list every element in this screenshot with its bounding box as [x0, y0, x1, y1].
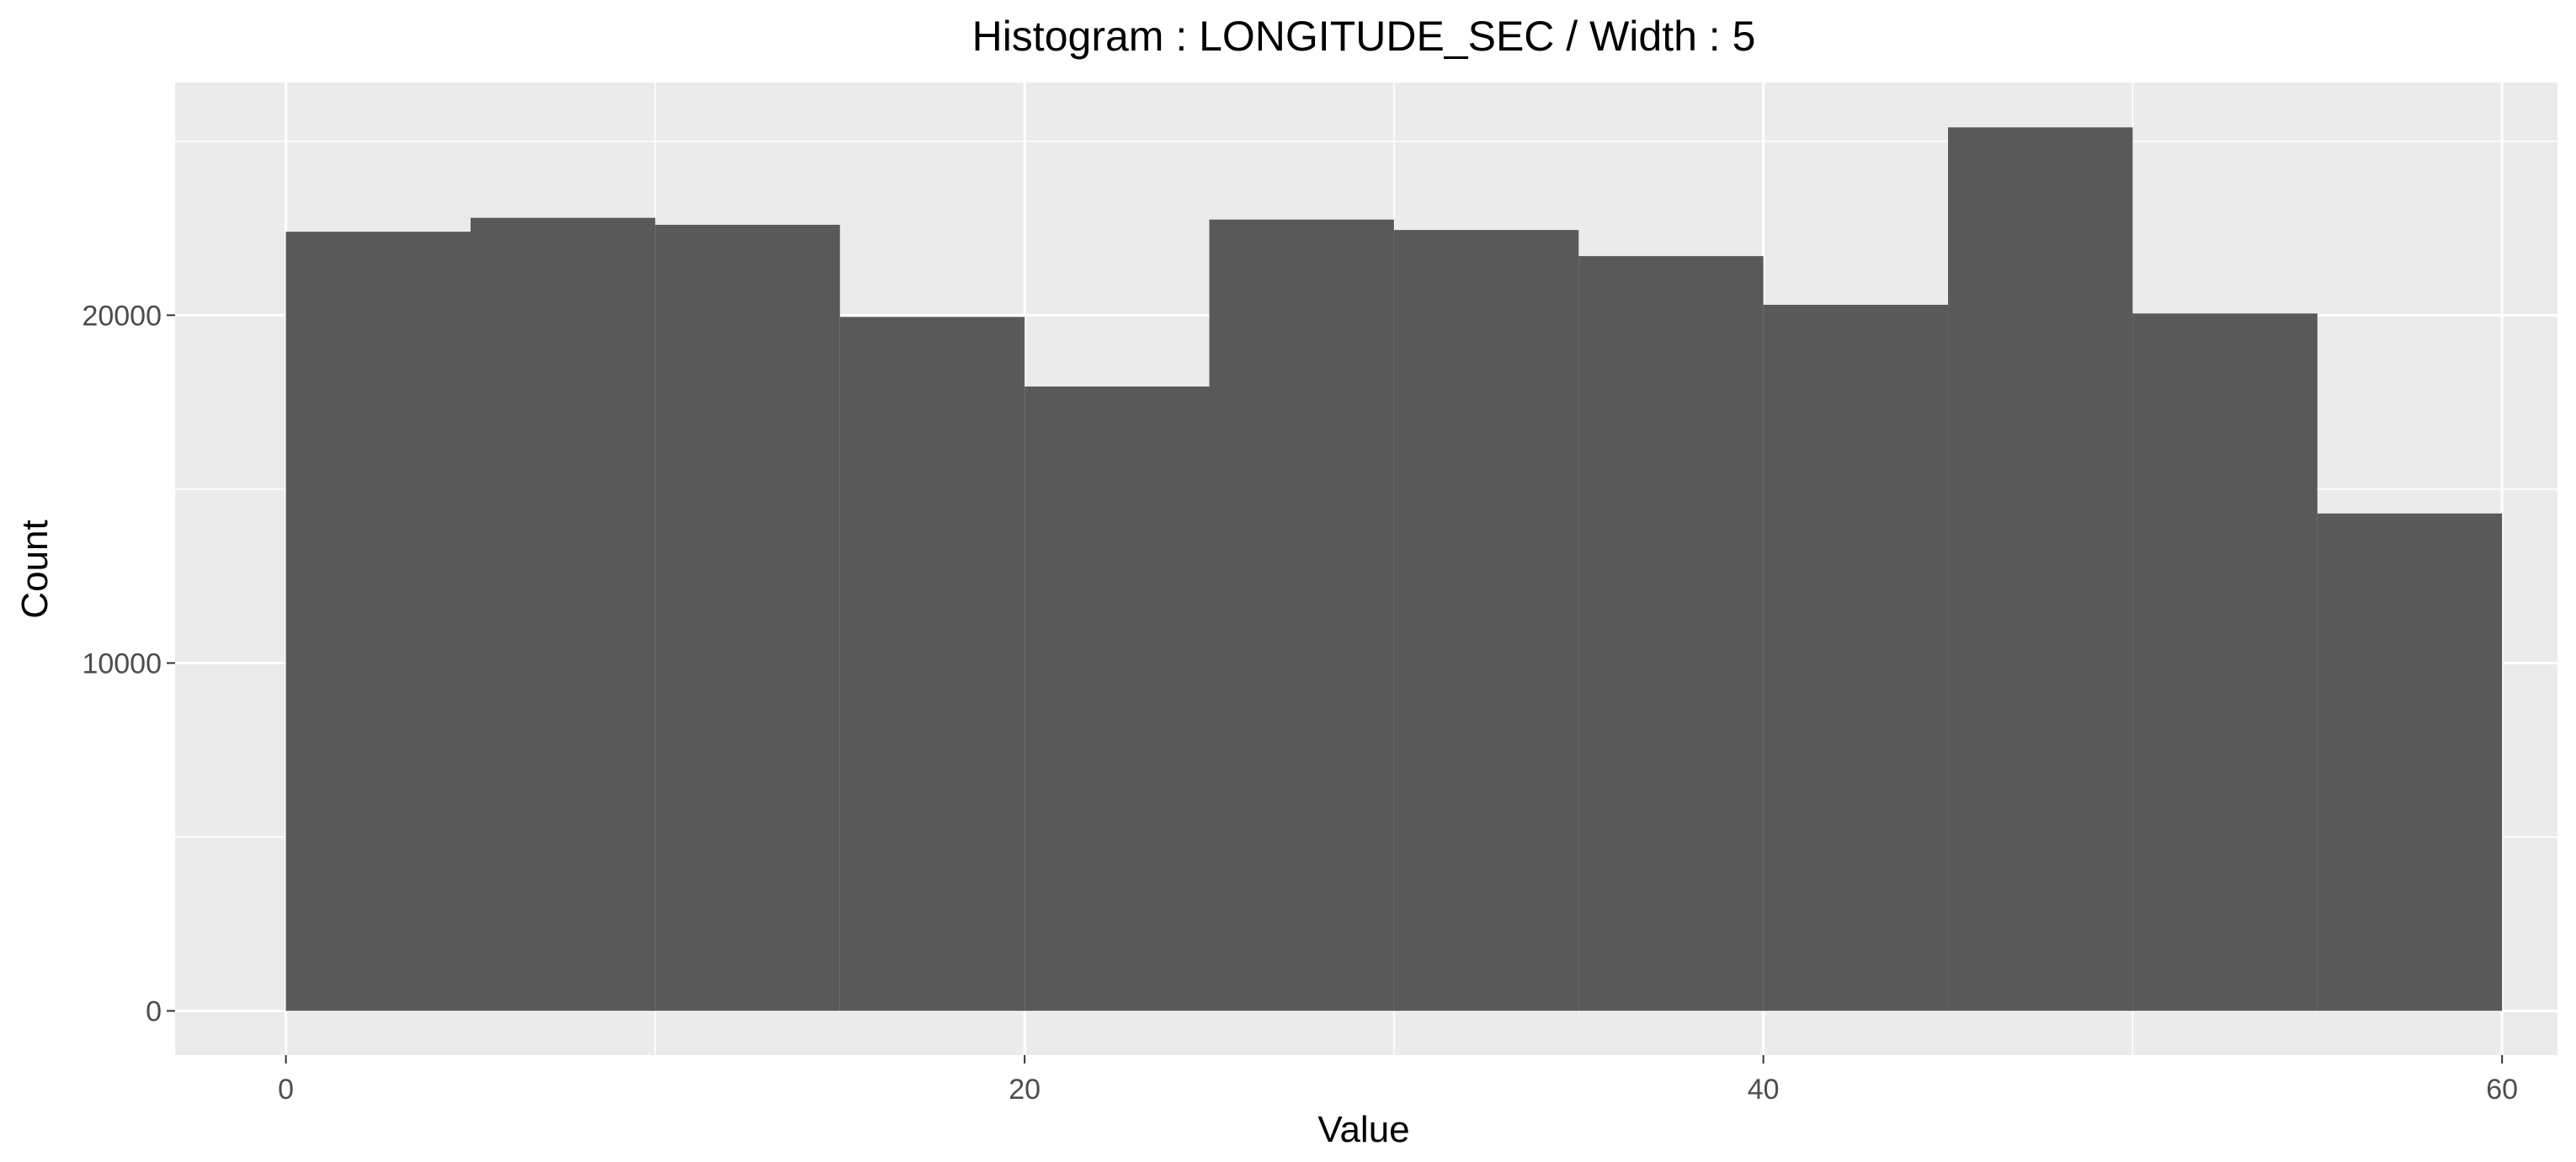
x-tick-label: 0 — [278, 1074, 294, 1106]
histogram-bar — [1025, 386, 1210, 1011]
y-tick-label: 20000 — [82, 300, 162, 332]
histogram-bar — [1763, 304, 1949, 1011]
y-tick-label: 10000 — [82, 648, 162, 680]
x-tick-label: 20 — [1009, 1074, 1041, 1106]
histogram-bar — [655, 224, 840, 1011]
histogram-bar — [1393, 230, 1579, 1011]
histogram-bar — [2317, 513, 2503, 1011]
x-tick-label: 60 — [2486, 1074, 2518, 1106]
histogram-bars — [285, 127, 2503, 1011]
histogram-bar — [471, 217, 656, 1011]
histogram-bar — [285, 232, 471, 1011]
y-tick-label: 0 — [146, 996, 162, 1028]
histogram-bar — [1578, 256, 1764, 1011]
histogram-bar — [2132, 313, 2318, 1011]
y-axis: 0 10000 20000 — [82, 300, 175, 1028]
chart-title: Histogram : LONGITUDE_SEC / Width : 5 — [972, 13, 1756, 60]
histogram-bar — [839, 317, 1025, 1011]
x-axis: 0 20 40 60 — [278, 1055, 2518, 1106]
x-axis-title: Value — [1317, 1109, 1409, 1150]
histogram-bar — [1948, 127, 2133, 1011]
x-tick-label: 40 — [1748, 1074, 1780, 1106]
histogram-bar — [1209, 219, 1394, 1011]
y-axis-title: Count — [14, 520, 56, 618]
